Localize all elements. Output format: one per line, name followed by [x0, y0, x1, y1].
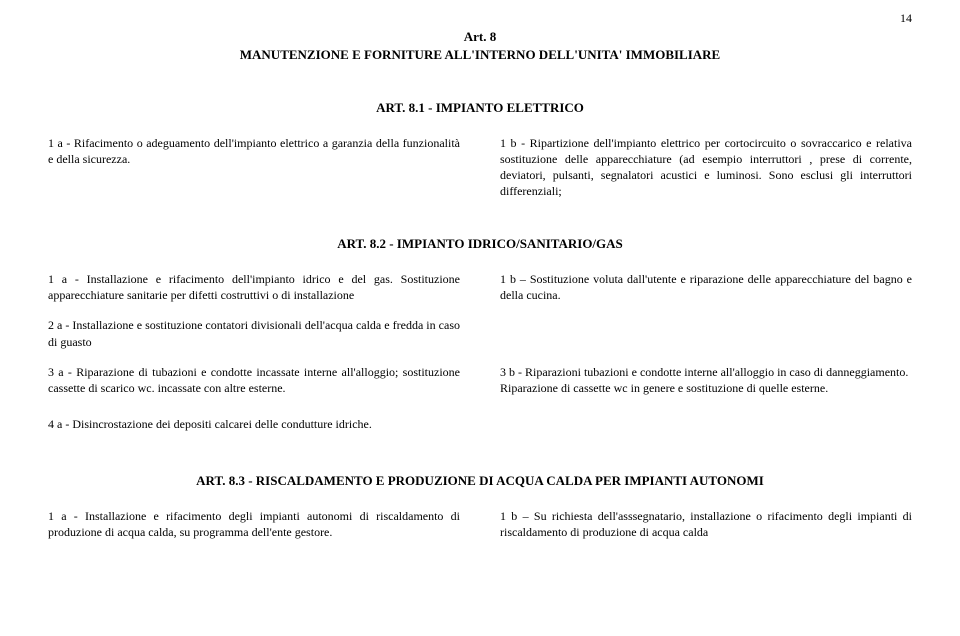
section81-item-1a: 1 a - Rifacimento o adeguamento dell'imp… — [48, 135, 460, 200]
section82-item-4a: 4 a - Disincrostazione dei depositi calc… — [48, 416, 912, 432]
section82-item-1a: 1 a - Installazione e rifacimento dell'i… — [48, 271, 460, 303]
section81-item-1b: 1 b - Ripartizione dell'impianto elettri… — [500, 135, 912, 200]
section82-item-1b: 1 b – Sostituzione voluta dall'utente e … — [500, 271, 912, 303]
article-header-line1: Art. 8 — [48, 28, 912, 46]
section82-item-3b: 3 b - Riparazioni tubazioni e condotte i… — [500, 364, 912, 396]
section-81-title: ART. 8.1 - IMPIANTO ELETTRICO — [48, 99, 912, 117]
section-83-title: ART. 8.3 - RISCALDAMENTO E PRODUZIONE DI… — [48, 472, 912, 490]
section-82-title: ART. 8.2 - IMPIANTO IDRICO/SANITARIO/GAS — [48, 235, 912, 253]
section82-item-3a: 3 a - Riparazione di tubazioni e condott… — [48, 364, 460, 396]
page-number: 14 — [900, 10, 912, 26]
section83-item-1a: 1 a - Installazione e rifacimento degli … — [48, 508, 460, 540]
section83-item-1b: 1 b – Su richiesta dell'asssegnatario, i… — [500, 508, 912, 540]
article-header-line2: MANUTENZIONE E FORNITURE ALL'INTERNO DEL… — [48, 46, 912, 64]
section82-item-2a: 2 a - Installazione e sostituzione conta… — [48, 317, 460, 349]
